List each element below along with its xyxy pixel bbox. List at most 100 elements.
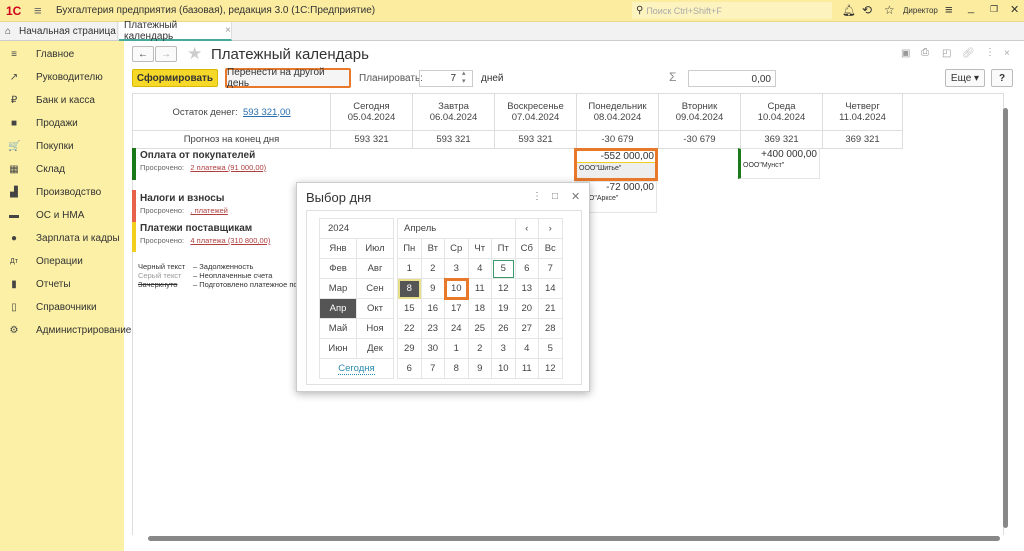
day-cell[interactable]: 12: [538, 358, 563, 379]
day-cell[interactable]: 21: [538, 298, 563, 319]
month-oct[interactable]: Окт: [356, 298, 394, 319]
dialog-close-icon[interactable]: ✕: [571, 191, 581, 203]
back-button[interactable]: ←: [132, 46, 154, 62]
favorite-star-icon[interactable]: ★: [187, 44, 203, 63]
plan-days-input[interactable]: 7: [419, 70, 473, 87]
day-cell[interactable]: 8: [397, 278, 422, 299]
day-cell[interactable]: 23: [420, 318, 445, 339]
sidebar-item-operations[interactable]: Дт Операции: [8, 253, 83, 269]
day-cell[interactable]: 8: [444, 358, 469, 379]
balance-link[interactable]: 593 321,00: [242, 106, 291, 118]
day-cell[interactable]: 3: [444, 258, 469, 279]
sidebar-item-salary[interactable]: ● Зарплата и кадры: [8, 230, 120, 246]
month-feb[interactable]: Фев: [319, 258, 357, 279]
link-icon[interactable]: 🔗︎: [962, 48, 975, 59]
day-cell[interactable]: 1: [397, 258, 422, 279]
stepper-icon[interactable]: ▴ ▾: [462, 70, 466, 85]
day-cell[interactable]: 3: [491, 338, 516, 359]
sidebar-item-bank[interactable]: ₽ Банк и касса: [8, 92, 95, 108]
month-apr[interactable]: Апр: [319, 298, 357, 319]
month-jan[interactable]: Янв: [319, 238, 357, 259]
day-cell[interactable]: 2: [420, 258, 445, 279]
day-cell[interactable]: 11: [514, 358, 539, 379]
month-jun[interactable]: Июн: [319, 338, 357, 359]
sidebar-item-assets[interactable]: ▬ ОС и НМА: [9, 209, 85, 221]
maximize-icon[interactable]: ❐: [990, 4, 999, 14]
day-cell[interactable]: 19: [491, 298, 516, 319]
close-tab-icon[interactable]: ×: [225, 25, 231, 36]
day-cell[interactable]: 1: [444, 338, 469, 359]
more-actions-icon[interactable]: ⋮: [985, 47, 995, 58]
day-cell[interactable]: 7: [420, 358, 445, 379]
month-may[interactable]: Май: [319, 318, 357, 339]
day-cell[interactable]: 6: [397, 358, 422, 379]
day-cell[interactable]: 22: [397, 318, 422, 339]
minimize-icon[interactable]: _: [968, 2, 975, 14]
day-cell[interactable]: 29: [397, 338, 422, 359]
print-icon[interactable]: ⎙: [921, 47, 929, 58]
day-cell[interactable]: 4: [514, 338, 539, 359]
month-nov[interactable]: Ноя: [356, 318, 394, 339]
prev-month-button[interactable]: ‹: [514, 218, 539, 239]
sidebar-item-reports[interactable]: ▮ Отчеты: [8, 276, 70, 292]
month-jul[interactable]: Июл: [356, 238, 394, 259]
group-customer-payments[interactable]: Оплата от покупателей Просрочено: 2 плат…: [132, 148, 266, 180]
generate-button[interactable]: Сформировать: [132, 69, 218, 87]
day-cell[interactable]: 20: [514, 298, 539, 319]
day-cell[interactable]: 10: [443, 277, 469, 300]
payment-card[interactable]: +400 000,00 ООО"Мунст": [738, 148, 820, 179]
user-name[interactable]: Директор: [903, 6, 938, 15]
month-aug[interactable]: Авг: [356, 258, 394, 279]
day-cell[interactable]: 16: [420, 298, 445, 319]
save-icon[interactable]: ▣: [901, 48, 911, 59]
day-cell[interactable]: 25: [467, 318, 492, 339]
year-field[interactable]: 2024: [319, 218, 394, 239]
day-cell[interactable]: 10: [491, 358, 516, 379]
sidebar-item-admin[interactable]: ⚙ Администрирование: [9, 324, 132, 336]
day-cell[interactable]: 30: [420, 338, 445, 359]
menu-icon[interactable]: ≡: [34, 3, 42, 18]
help-button[interactable]: ?: [991, 69, 1013, 87]
tab-payment-calendar[interactable]: Платежный календарь ×: [119, 20, 232, 42]
month-sep[interactable]: Сен: [356, 278, 394, 299]
payment-card-selected[interactable]: -552 000,00 ООО"Шитье": [574, 148, 658, 181]
day-cell[interactable]: 7: [538, 258, 563, 279]
sidebar-item-catalogs[interactable]: ▯ Справочники: [8, 299, 96, 315]
day-cell[interactable]: 28: [538, 318, 563, 339]
close-window-icon[interactable]: ✕: [1010, 4, 1020, 16]
day-cell[interactable]: 14: [538, 278, 563, 299]
horizontal-scrollbar[interactable]: [148, 536, 1000, 541]
day-cell[interactable]: 2: [467, 338, 492, 359]
month-mar[interactable]: Мар: [319, 278, 357, 299]
settings-menu-icon[interactable]: ≡: [945, 2, 953, 17]
overdue-link[interactable]: 2 платежа (91 000,00): [190, 163, 267, 172]
month-field[interactable]: Апрель: [397, 218, 516, 239]
day-cell[interactable]: 12: [491, 278, 516, 299]
preview-icon[interactable]: ◰: [942, 48, 952, 59]
day-cell[interactable]: 9: [420, 278, 445, 299]
sidebar-item-manager[interactable]: ↗ Руководителю: [9, 71, 103, 83]
history-icon[interactable]: ⟲: [862, 3, 873, 17]
sidebar-item-sales[interactable]: ■ Продажи: [8, 115, 78, 131]
day-cell[interactable]: 27: [514, 318, 539, 339]
bell-icon[interactable]: 🔔︎: [842, 5, 856, 17]
forward-button[interactable]: →: [155, 46, 177, 62]
search-input[interactable]: ⚲ Поиск Ctrl+Shift+F: [632, 2, 832, 19]
dialog-maximize-icon[interactable]: □: [552, 191, 559, 202]
day-cell[interactable]: 15: [397, 298, 422, 319]
star-icon[interactable]: ☆: [884, 3, 895, 17]
tab-home[interactable]: ⌂ Начальная страница: [0, 22, 118, 40]
overdue-link[interactable]: 4 платежа (310 800,00): [190, 236, 271, 245]
sidebar-item-production[interactable]: ▟ Производство: [8, 184, 101, 200]
sidebar-item-warehouse[interactable]: ▦ Склад: [9, 163, 65, 175]
day-cell[interactable]: 24: [444, 318, 469, 339]
close-form-icon[interactable]: ×: [1004, 48, 1010, 59]
sidebar-item-purchases[interactable]: 🛒 Покупки: [8, 140, 74, 152]
dialog-more-icon[interactable]: ⋮: [532, 191, 542, 202]
day-cell[interactable]: 11: [467, 278, 492, 299]
move-to-another-day-button[interactable]: Перенести на другой день: [225, 67, 351, 89]
day-cell[interactable]: 17: [444, 298, 469, 319]
group-taxes[interactable]: Налоги и взносы Просрочено: , платежей: [132, 190, 228, 222]
overdue-link[interactable]: , платежей: [190, 206, 228, 215]
next-month-button[interactable]: ›: [538, 218, 563, 239]
